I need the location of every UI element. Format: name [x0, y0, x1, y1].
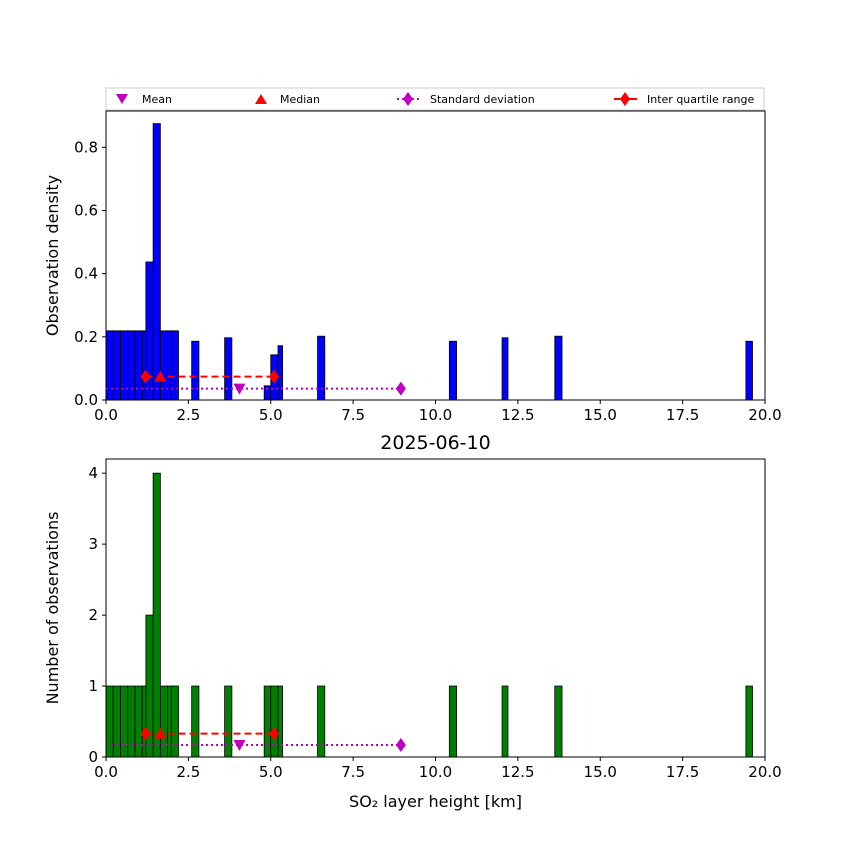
density-x-tick-label: 12.5 — [501, 406, 534, 424]
count-x-tick-label: 2.5 — [176, 763, 200, 781]
density-bar — [191, 340, 200, 401]
count-y-axis-label: Number of observations — [43, 512, 62, 705]
count-median-marker — [154, 727, 167, 739]
density-x-tick-label: 7.5 — [341, 406, 365, 424]
count-bar — [317, 685, 326, 758]
density-y-tick-label: 0.8 — [74, 138, 98, 156]
count-bar — [120, 685, 129, 758]
count-y-tick-label: 2 — [88, 606, 98, 624]
count-x-tick-label: 12.5 — [501, 763, 534, 781]
density-x-tick-label: 10.0 — [419, 406, 452, 424]
density-x-tick-label: 20.0 — [748, 406, 781, 424]
count-bar — [270, 685, 279, 758]
count-bars — [105, 472, 753, 758]
count-bar — [170, 685, 179, 758]
density-x-tick-label: 0.0 — [94, 406, 118, 424]
density-iqr-lower-marker — [140, 369, 151, 384]
density-mean-marker — [233, 383, 246, 395]
density-bar — [745, 340, 753, 401]
legend-iqr-marker — [620, 92, 630, 106]
count-x-tick-label: 15.0 — [584, 763, 617, 781]
density-bar — [501, 337, 509, 401]
count-bar — [191, 685, 200, 758]
density-stats — [106, 369, 406, 396]
legend-std-label: Standard deviation — [430, 93, 535, 106]
density-x-tick-label: 2.5 — [176, 406, 200, 424]
density-bars — [105, 123, 753, 401]
count-bar — [134, 685, 143, 758]
legend-mean-marker — [116, 94, 128, 104]
legend-frame — [105, 87, 765, 111]
density-x-tick-label: 17.5 — [666, 406, 699, 424]
count-bar — [501, 685, 509, 758]
density-x-tick-label: 15.0 — [584, 406, 617, 424]
count-bar — [224, 685, 233, 758]
density-y-tick-label: 0.6 — [74, 201, 98, 219]
legend: Mean Median Standard deviation Inter qua… — [105, 87, 765, 111]
density-x-ticks: 0.0 2.5 5.0 7.5 10.0 12.5 15.0 17.5 20.0 — [94, 400, 782, 424]
count-y-tick-label: 1 — [88, 677, 98, 695]
density-y-axis-label: Observation density — [43, 175, 62, 336]
count-y-tick-label: 0 — [88, 748, 98, 766]
count-bar — [554, 685, 563, 758]
count-panel-title: 2025-06-10 — [380, 432, 490, 454]
legend-iqr-label: Inter quartile range — [647, 93, 754, 106]
count-iqr-lower-marker — [140, 726, 151, 741]
density-y-tick-label: 0.0 — [74, 391, 98, 409]
legend-std-marker — [403, 92, 413, 106]
legend-median-marker — [255, 94, 267, 104]
density-median-marker — [154, 370, 167, 382]
count-x-tick-label: 20.0 — [748, 763, 781, 781]
density-y-ticks: 0.0 0.2 0.4 0.6 0.8 — [74, 138, 106, 409]
count-bar — [159, 685, 169, 758]
count-bar — [263, 685, 272, 758]
legend-median-label: Median — [280, 93, 320, 106]
density-x-tick-label: 5.0 — [259, 406, 283, 424]
count-bar — [127, 685, 136, 758]
density-axes-frame — [105, 110, 766, 401]
count-x-tick-label: 10.0 — [419, 763, 452, 781]
density-bar — [152, 123, 161, 401]
count-bar — [277, 685, 284, 758]
count-bar — [448, 685, 457, 758]
density-panel: 0.0 2.5 5.0 7.5 10.0 12.5 15.0 17.5 20.0 0.00.20… — [43, 110, 782, 424]
density-bar — [448, 340, 457, 401]
density-iqr-upper-marker — [269, 369, 280, 384]
density-y-tick-label: 0.4 — [74, 265, 98, 283]
count-std-marker — [395, 737, 406, 752]
density-bar — [317, 335, 326, 401]
density-bar — [277, 345, 284, 401]
count-bar — [105, 685, 114, 758]
count-x-axis-label: SO₂ layer height [km] — [349, 792, 522, 811]
count-x-ticks: 0.0 2.5 5.0 7.5 10.0 12.5 15.0 17.5 20.0 — [94, 757, 782, 781]
count-bar — [152, 472, 161, 758]
density-y-tick-label: 0.2 — [74, 328, 98, 346]
count-x-tick-label: 5.0 — [259, 763, 283, 781]
legend-mean-label: Mean — [142, 93, 172, 106]
count-bar — [745, 685, 753, 758]
count-x-tick-label: 0.0 — [94, 763, 118, 781]
count-y-ticks: 0 1 2 3 4 — [88, 464, 106, 766]
count-stats — [106, 726, 406, 752]
count-iqr-upper-marker — [269, 726, 280, 741]
count-axes-frame — [105, 458, 766, 758]
count-panel: 2025-06-10 0.0 2.5 5.0 7.5 10.0 12.5 15.0 17.5 2… — [43, 432, 782, 811]
density-bar — [224, 337, 233, 401]
count-y-tick-label: 3 — [88, 535, 98, 553]
density-bar — [554, 335, 563, 401]
count-mean-marker — [233, 739, 246, 751]
density-std-marker — [395, 381, 406, 396]
count-y-tick-label: 4 — [88, 464, 98, 482]
count-bar — [112, 685, 121, 758]
count-x-tick-label: 7.5 — [341, 763, 365, 781]
count-x-tick-label: 17.5 — [666, 763, 699, 781]
